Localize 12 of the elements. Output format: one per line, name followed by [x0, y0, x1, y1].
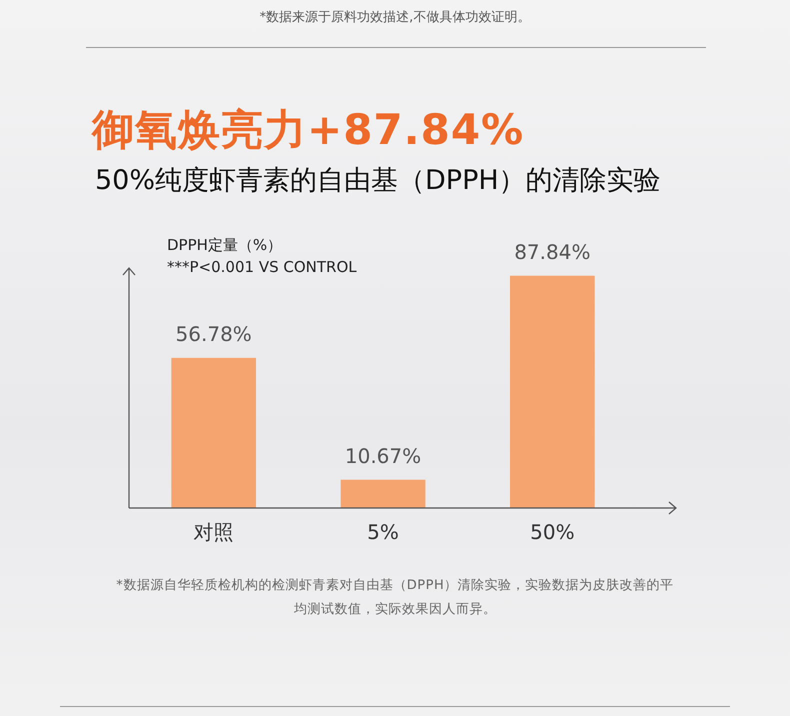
annotation: ***P<0.001 VS CONTROL [167, 257, 357, 278]
x-tick-label: 对照 [194, 520, 234, 544]
x-tick-label: 5% [367, 520, 399, 544]
chart-title: 御氧焕亮力+87.84% [92, 104, 524, 156]
data-label: 56.78% [176, 322, 252, 346]
x-tick-label: 50% [530, 520, 575, 544]
y-axis-title: DPPH定量（%） [167, 235, 284, 256]
text: *数据源自华轻质检机构的检测虾青素对自由基（DPPH）清除实验，实验数据为皮肤改善的平均测试数值，实际效果因人而异。 [115, 577, 675, 619]
data-label: 87.84% [514, 240, 590, 264]
text: *数据来源于原料功效描述,不做具体功效证明。 [258, 9, 532, 26]
chart-subtitle: 50%纯度虾青素的自由基（DPPH）的清除实验 [95, 164, 661, 198]
data-label: 10.67% [344, 444, 422, 468]
